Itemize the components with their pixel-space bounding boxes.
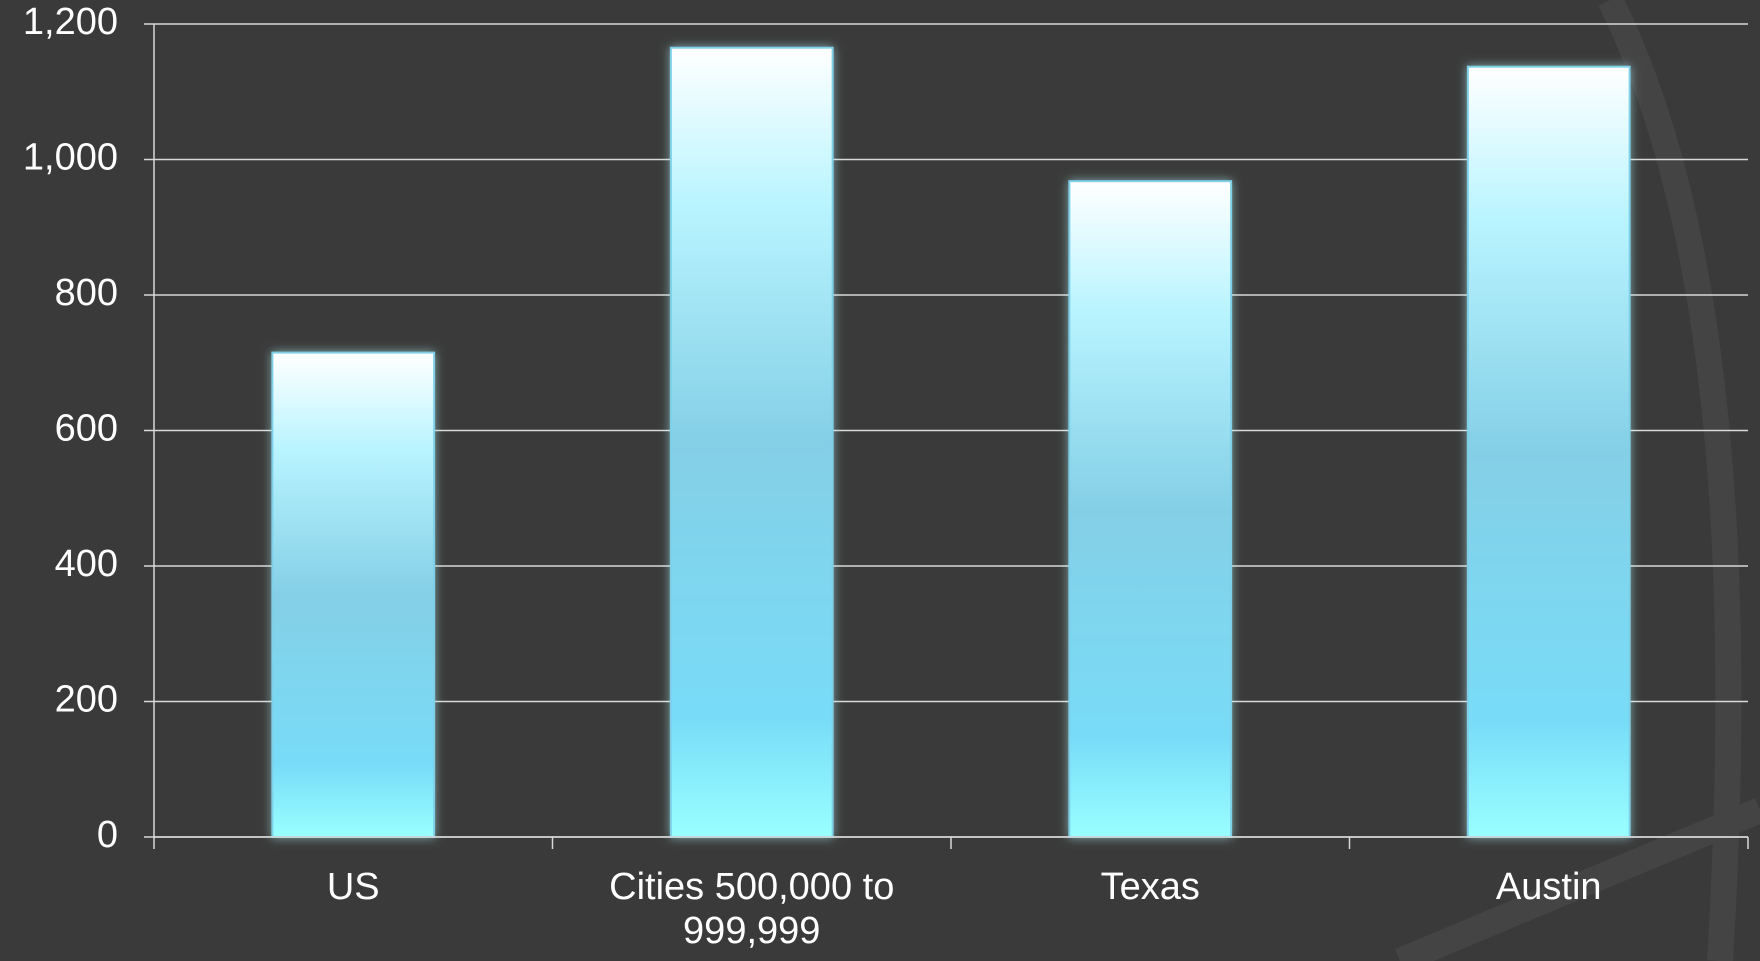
y-tick-label: 0	[97, 814, 118, 856]
bar	[669, 46, 834, 838]
y-tick-label: 200	[55, 679, 118, 721]
x-tick-label: Austin	[1495, 866, 1602, 908]
y-tick-label: 1,000	[23, 137, 118, 179]
y-tick-label: 400	[55, 543, 118, 585]
x-tick-label: US	[326, 866, 380, 908]
x-tick-label: Cities 500,000 to 999,999	[609, 866, 895, 952]
y-tick-label: 600	[55, 408, 118, 450]
y-tick-label: 800	[55, 272, 118, 314]
bar	[271, 351, 436, 838]
decoration	[1394, 0, 1760, 961]
x-tick-label: Texas	[1100, 866, 1200, 908]
bar	[1466, 65, 1631, 839]
y-tick-label: 1,200	[23, 1, 118, 43]
bar	[1068, 180, 1233, 838]
